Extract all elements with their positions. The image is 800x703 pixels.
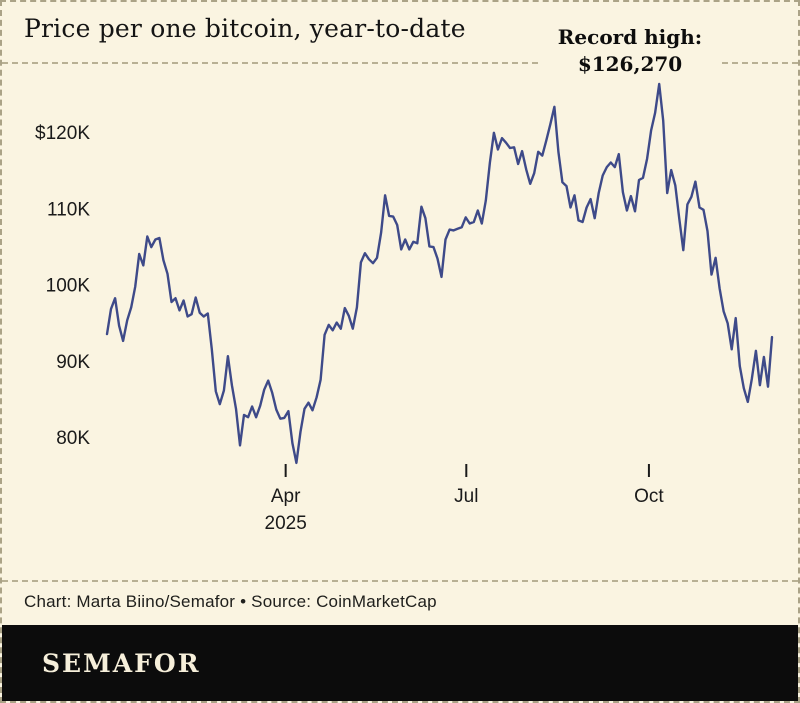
bottom-divider [2,580,798,582]
record-high-value: $126,270 [577,52,683,76]
top-divider [2,62,798,64]
chart-title: Price per one bitcoin, year-to-date [24,14,466,43]
x-axis-label: Oct [634,486,664,507]
y-axis-label: 80K [56,428,90,449]
brand-bar: SEMAFOR [2,625,798,701]
record-high-label: Record high: [557,25,703,49]
semafor-logo: SEMAFOR [42,648,201,678]
x-axis-year-label: 2025 [265,513,307,534]
y-axis-label: 100K [46,276,91,297]
price-line [105,82,774,465]
credit-line: Chart: Marta Biino/Semafor • Source: Coi… [24,592,437,611]
record-high-annotation: Record high: $126,270 [540,24,720,78]
x-axis-label: Jul [454,486,478,507]
y-axis-label: 110K [47,199,90,220]
x-axis-label: Apr [271,486,301,507]
y-axis-label: $120K [35,123,90,144]
bitcoin-price-chart: $120K 110K 100K 90K 80K Apr 2025 Jul Oct [35,82,774,534]
y-axis-label: 90K [56,352,90,373]
